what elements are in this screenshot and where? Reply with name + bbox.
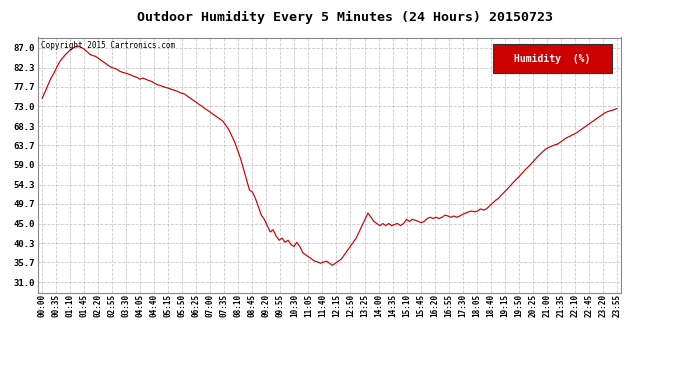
Text: Humidity  (%): Humidity (%) xyxy=(514,54,591,63)
FancyBboxPatch shape xyxy=(493,44,612,73)
Text: Outdoor Humidity Every 5 Minutes (24 Hours) 20150723: Outdoor Humidity Every 5 Minutes (24 Hou… xyxy=(137,11,553,24)
Text: Copyright 2015 Cartronics.com: Copyright 2015 Cartronics.com xyxy=(41,41,175,50)
